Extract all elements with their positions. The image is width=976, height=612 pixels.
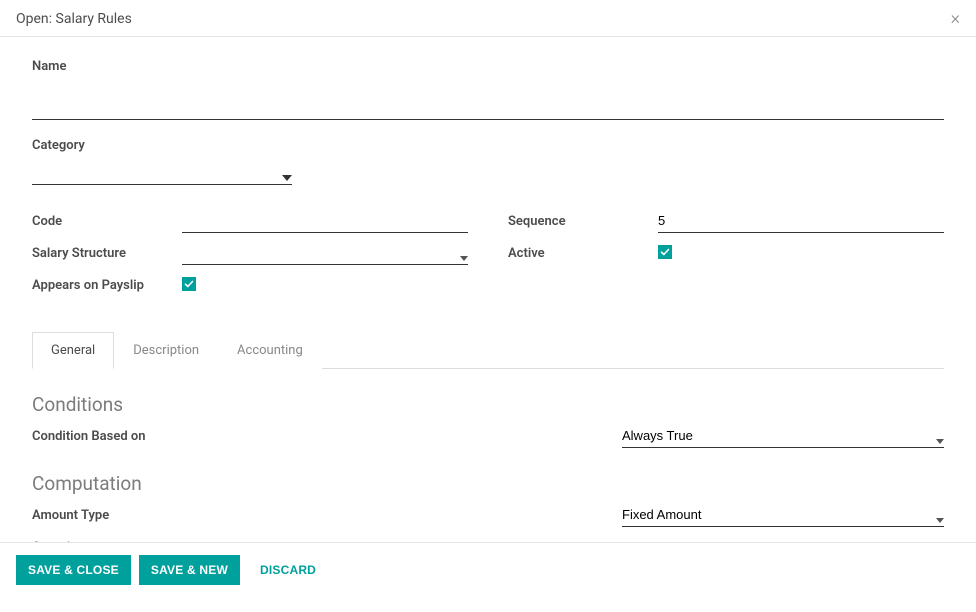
field-code: Code <box>32 209 468 233</box>
field-category: Category <box>32 138 292 185</box>
salary-structure-select[interactable] <box>182 241 468 265</box>
tab-general[interactable]: General <box>32 332 114 369</box>
chevron-down-icon[interactable] <box>936 518 944 523</box>
tab-content-general: Conditions Condition Based on Computatio… <box>32 393 944 542</box>
save-new-button[interactable]: SAVE & NEW <box>139 555 240 585</box>
category-label: Category <box>32 138 292 153</box>
quantity-input[interactable] <box>622 535 944 542</box>
code-input[interactable] <box>182 209 468 233</box>
chevron-down-icon[interactable] <box>282 175 292 181</box>
modal-dialog: Open: Salary Rules × Name Category Code <box>0 0 976 597</box>
left-column: Code Salary Structure Appears on Pa <box>32 209 468 305</box>
field-active: Active <box>508 241 944 265</box>
category-select[interactable] <box>32 161 292 185</box>
modal-header: Open: Salary Rules × <box>0 0 976 37</box>
tab-description[interactable]: Description <box>114 332 218 369</box>
condition-based-on-select[interactable] <box>622 424 944 448</box>
name-input[interactable] <box>32 94 944 120</box>
sequence-input[interactable] <box>658 209 944 233</box>
save-close-button[interactable]: SAVE & CLOSE <box>16 555 131 585</box>
modal-footer: SAVE & CLOSE SAVE & NEW DISCARD <box>0 542 976 597</box>
field-amount-type: Amount Type <box>32 503 944 527</box>
conditions-heading: Conditions <box>32 393 944 416</box>
appears-on-payslip-checkbox[interactable] <box>182 277 196 291</box>
field-sequence: Sequence <box>508 209 944 233</box>
code-label: Code <box>32 214 182 229</box>
sequence-label: Sequence <box>508 214 658 229</box>
active-label: Active <box>508 246 658 261</box>
quantity-label: Quantity <box>32 540 622 543</box>
field-name: Name <box>32 59 944 120</box>
field-quantity: Quantity <box>32 535 944 542</box>
right-column: Sequence Active <box>508 209 944 305</box>
field-salary-structure: Salary Structure <box>32 241 468 265</box>
amount-type-label: Amount Type <box>32 508 622 523</box>
chevron-down-icon[interactable] <box>460 256 468 261</box>
salary-structure-label: Salary Structure <box>32 246 182 261</box>
modal-body-wrapper: Name Category Code Salary St <box>0 37 976 542</box>
active-checkbox[interactable] <box>658 245 672 259</box>
modal-title: Open: Salary Rules <box>16 11 132 27</box>
modal-body[interactable]: Name Category Code Salary St <box>0 37 976 542</box>
two-column-layout: Code Salary Structure Appears on Pa <box>32 209 944 305</box>
discard-button[interactable]: DISCARD <box>248 555 328 585</box>
chevron-down-icon[interactable] <box>936 439 944 444</box>
field-condition-based-on: Condition Based on <box>32 424 944 448</box>
computation-heading: Computation <box>32 472 944 495</box>
appears-on-payslip-label: Appears on Payslip <box>32 278 182 293</box>
amount-type-select[interactable] <box>622 503 944 527</box>
name-label: Name <box>32 59 944 74</box>
tab-bar: General Description Accounting <box>32 331 944 369</box>
field-appears-on-payslip: Appears on Payslip <box>32 273 468 297</box>
condition-based-on-label: Condition Based on <box>32 429 622 444</box>
close-icon[interactable]: × <box>951 10 960 28</box>
tab-accounting[interactable]: Accounting <box>218 332 322 369</box>
